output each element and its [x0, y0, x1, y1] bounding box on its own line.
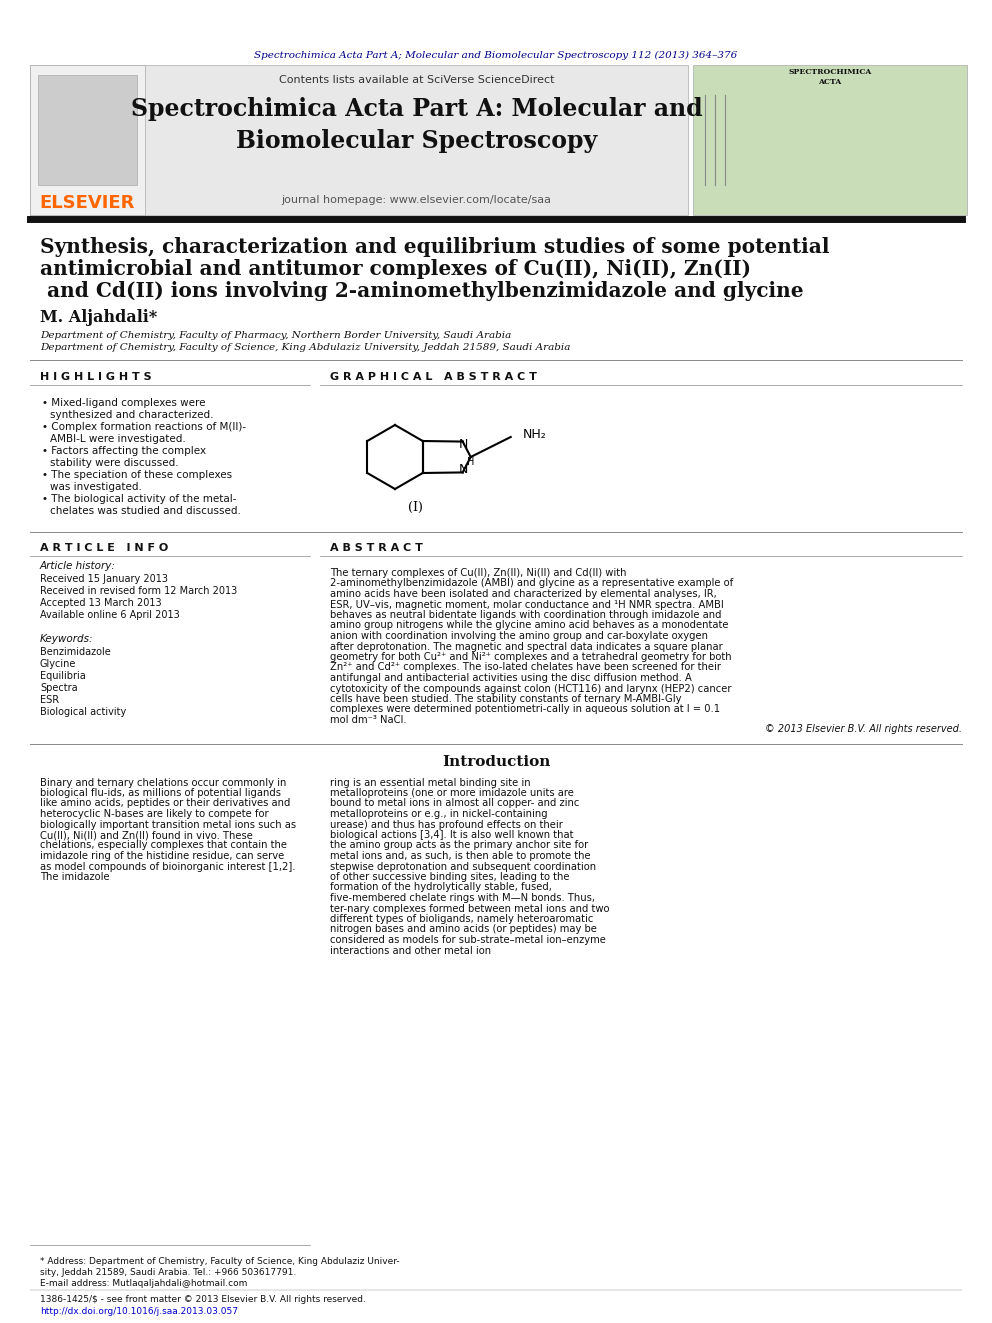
Text: heterocyclic N-bases are likely to compete for: heterocyclic N-bases are likely to compe… — [40, 808, 269, 819]
Text: formation of the hydrolytically stable, fused,: formation of the hydrolytically stable, … — [330, 882, 552, 893]
Text: © 2013 Elsevier B.V. All rights reserved.: © 2013 Elsevier B.V. All rights reserved… — [765, 725, 962, 734]
Text: antimicrobial and antitumor complexes of Cu(II), Ni(II), Zn(II): antimicrobial and antitumor complexes of… — [40, 259, 751, 279]
Text: amino acids have been isolated and characterized by elemental analyses, IR,: amino acids have been isolated and chara… — [330, 589, 717, 599]
Text: chelates was studied and discussed.: chelates was studied and discussed. — [50, 505, 241, 516]
Text: after deprotonation. The magnetic and spectral data indicates a square planar: after deprotonation. The magnetic and sp… — [330, 642, 723, 651]
Text: ESR: ESR — [40, 695, 60, 705]
Text: G R A P H I C A L   A B S T R A C T: G R A P H I C A L A B S T R A C T — [330, 372, 537, 382]
Text: urease) and thus has profound effects on their: urease) and thus has profound effects on… — [330, 819, 562, 830]
Text: • The biological activity of the metal-: • The biological activity of the metal- — [42, 493, 236, 504]
Text: biological actions [3,4]. It is also well known that: biological actions [3,4]. It is also wel… — [330, 830, 573, 840]
Text: Spectra: Spectra — [40, 683, 77, 693]
Text: interactions and other metal ion: interactions and other metal ion — [330, 946, 491, 955]
Text: Cu(II), Ni(II) and Zn(II) found in vivo. These: Cu(II), Ni(II) and Zn(II) found in vivo.… — [40, 830, 253, 840]
Text: anion with coordination involving the amino group and car-boxylate oxygen: anion with coordination involving the am… — [330, 631, 708, 642]
Text: Spectrochimica Acta Part A: Molecular and
Biomolecular Spectroscopy: Spectrochimica Acta Part A: Molecular an… — [131, 97, 702, 152]
Text: Department of Chemistry, Faculty of Pharmacy, Northern Border University, Saudi : Department of Chemistry, Faculty of Phar… — [40, 331, 511, 340]
Text: cells have been studied. The stability constants of ternary M-AMBI-Gly: cells have been studied. The stability c… — [330, 695, 682, 704]
Text: complexes were determined potentiometri-cally in aqueous solution at I = 0.1: complexes were determined potentiometri-… — [330, 705, 720, 714]
Text: 1386-1425/$ - see front matter © 2013 Elsevier B.V. All rights reserved.: 1386-1425/$ - see front matter © 2013 El… — [40, 1295, 366, 1304]
Text: amino group nitrogens while the glycine amino acid behaves as a monodentate: amino group nitrogens while the glycine … — [330, 620, 728, 631]
Text: stepwise deprotonation and subsequent coordination: stepwise deprotonation and subsequent co… — [330, 861, 596, 872]
Text: (I): (I) — [408, 500, 423, 513]
Text: H I G H L I G H T S: H I G H L I G H T S — [40, 372, 152, 382]
Text: as model compounds of bioinorganic interest [1,2].: as model compounds of bioinorganic inter… — [40, 861, 296, 872]
Text: A B S T R A C T: A B S T R A C T — [330, 542, 423, 553]
Text: Binary and ternary chelations occur commonly in: Binary and ternary chelations occur comm… — [40, 778, 287, 787]
Text: journal homepage: www.elsevier.com/locate/saa: journal homepage: www.elsevier.com/locat… — [282, 194, 552, 205]
FancyBboxPatch shape — [38, 75, 137, 185]
Text: Available online 6 April 2013: Available online 6 April 2013 — [40, 610, 180, 620]
Text: Spectrochimica Acta Part A; Molecular and Biomolecular Spectroscopy 112 (2013) 3: Spectrochimica Acta Part A; Molecular an… — [254, 50, 738, 60]
Text: different types of bioligands, namely heteroaromatic: different types of bioligands, namely he… — [330, 914, 593, 923]
Text: AMBI-L were investigated.: AMBI-L were investigated. — [50, 434, 186, 445]
Text: The imidazole: The imidazole — [40, 872, 110, 882]
Text: chelations, especially complexes that contain the: chelations, especially complexes that co… — [40, 840, 287, 851]
Text: behaves as neutral bidentate ligands with coordination through imidazole and: behaves as neutral bidentate ligands wit… — [330, 610, 721, 620]
Text: ring is an essential metal binding site in: ring is an essential metal binding site … — [330, 778, 531, 787]
Text: nitrogen bases and amino acids (or peptides) may be: nitrogen bases and amino acids (or pepti… — [330, 925, 597, 934]
Text: metal ions and, as such, is then able to promote the: metal ions and, as such, is then able to… — [330, 851, 590, 861]
FancyBboxPatch shape — [30, 65, 688, 216]
FancyBboxPatch shape — [693, 65, 967, 216]
Text: H: H — [467, 458, 474, 467]
Text: Keywords:: Keywords: — [40, 634, 93, 644]
Text: • The speciation of these complexes: • The speciation of these complexes — [42, 470, 232, 480]
Text: metalloproteins or e.g., in nickel-containing: metalloproteins or e.g., in nickel-conta… — [330, 808, 548, 819]
Text: biological flu-ids, as millions of potential ligands: biological flu-ids, as millions of poten… — [40, 789, 281, 798]
Text: * Address: Department of Chemistry, Faculty of Science, King Abdulaziz Univer-: * Address: Department of Chemistry, Facu… — [40, 1257, 400, 1266]
Text: the amino group acts as the primary anchor site for: the amino group acts as the primary anch… — [330, 840, 588, 851]
Text: biologically important transition metal ions such as: biologically important transition metal … — [40, 819, 297, 830]
Text: stability were discussed.: stability were discussed. — [50, 458, 179, 468]
Text: and Cd(II) ions involving 2-aminomethylbenzimidazole and glycine: and Cd(II) ions involving 2-aminomethylb… — [40, 280, 804, 302]
Text: imidazole ring of the histidine residue, can serve: imidazole ring of the histidine residue,… — [40, 851, 285, 861]
Text: http://dx.doi.org/10.1016/j.saa.2013.03.057: http://dx.doi.org/10.1016/j.saa.2013.03.… — [40, 1307, 238, 1316]
Text: Article history:: Article history: — [40, 561, 116, 572]
Text: Glycine: Glycine — [40, 659, 76, 669]
Text: Accepted 13 March 2013: Accepted 13 March 2013 — [40, 598, 162, 609]
Text: The ternary complexes of Cu(II), Zn(II), Ni(II) and Cd(II) with: The ternary complexes of Cu(II), Zn(II),… — [330, 568, 627, 578]
Text: ter-nary complexes formed between metal ions and two: ter-nary complexes formed between metal … — [330, 904, 609, 913]
Text: metalloproteins (one or more imidazole units are: metalloproteins (one or more imidazole u… — [330, 789, 574, 798]
Text: ELSEVIER: ELSEVIER — [40, 194, 135, 212]
Text: sity, Jeddah 21589, Saudi Arabia. Tel.: +966 503617791.: sity, Jeddah 21589, Saudi Arabia. Tel.: … — [40, 1267, 297, 1277]
Text: • Factors affecting the complex: • Factors affecting the complex — [42, 446, 206, 456]
Text: cytotoxicity of the compounds against colon (HCT116) and larynx (HEP2) cancer: cytotoxicity of the compounds against co… — [330, 684, 731, 693]
Text: synthesized and characterized.: synthesized and characterized. — [50, 410, 213, 419]
Text: M. Aljahdali*: M. Aljahdali* — [40, 308, 158, 325]
Text: Biological activity: Biological activity — [40, 706, 126, 717]
Text: five-membered chelate rings with M—N bonds. Thus,: five-membered chelate rings with M—N bon… — [330, 893, 595, 904]
FancyBboxPatch shape — [30, 65, 145, 216]
Text: was investigated.: was investigated. — [50, 482, 142, 492]
Text: mol dm⁻³ NaCl.: mol dm⁻³ NaCl. — [330, 714, 407, 725]
Text: A R T I C L E   I N F O: A R T I C L E I N F O — [40, 542, 169, 553]
Text: Benzimidazole: Benzimidazole — [40, 647, 111, 658]
Text: Zn²⁺ and Cd²⁺ complexes. The iso-lated chelates have been screened for their: Zn²⁺ and Cd²⁺ complexes. The iso-lated c… — [330, 663, 721, 672]
Text: considered as models for sub-strate–metal ion–enzyme: considered as models for sub-strate–meta… — [330, 935, 606, 945]
Text: Received in revised form 12 March 2013: Received in revised form 12 March 2013 — [40, 586, 237, 595]
Text: of other successive binding sites, leading to the: of other successive binding sites, leadi… — [330, 872, 569, 882]
Text: N: N — [459, 438, 468, 451]
Text: geometry for both Cu²⁺ and Ni²⁺ complexes and a tetrahedral geometry for both: geometry for both Cu²⁺ and Ni²⁺ complexe… — [330, 652, 732, 662]
Text: 2-aminomethylbenzimidazole (AMBI) and glycine as a representative example of: 2-aminomethylbenzimidazole (AMBI) and gl… — [330, 578, 733, 589]
Text: • Complex formation reactions of M(II)-: • Complex formation reactions of M(II)- — [42, 422, 246, 433]
Text: bound to metal ions in almost all copper- and zinc: bound to metal ions in almost all copper… — [330, 799, 579, 808]
Text: NH₂: NH₂ — [523, 429, 547, 442]
Text: • Mixed-ligand complexes were: • Mixed-ligand complexes were — [42, 398, 205, 407]
Text: SPECTROCHIMICA
ACTA: SPECTROCHIMICA ACTA — [789, 67, 872, 86]
Text: antifungal and antibacterial activities using the disc diffusion method. A: antifungal and antibacterial activities … — [330, 673, 691, 683]
Text: Equilibria: Equilibria — [40, 671, 85, 681]
Text: Synthesis, characterization and equilibrium studies of some potential: Synthesis, characterization and equilibr… — [40, 237, 829, 257]
Text: Received 15 January 2013: Received 15 January 2013 — [40, 574, 168, 583]
Text: E-mail address: Mutlaqaljahdali@hotmail.com: E-mail address: Mutlaqaljahdali@hotmail.… — [40, 1279, 247, 1289]
Text: Department of Chemistry, Faculty of Science, King Abdulaziz University, Jeddah 2: Department of Chemistry, Faculty of Scie… — [40, 344, 570, 352]
Text: N: N — [459, 463, 468, 476]
Text: like amino acids, peptides or their derivatives and: like amino acids, peptides or their deri… — [40, 799, 291, 808]
Text: Introduction: Introduction — [441, 754, 551, 769]
Text: Contents lists available at SciVerse ScienceDirect: Contents lists available at SciVerse Sci… — [279, 75, 555, 85]
Text: ESR, UV–vis, magnetic moment, molar conductance and ¹H NMR spectra. AMBI: ESR, UV–vis, magnetic moment, molar cond… — [330, 599, 724, 610]
